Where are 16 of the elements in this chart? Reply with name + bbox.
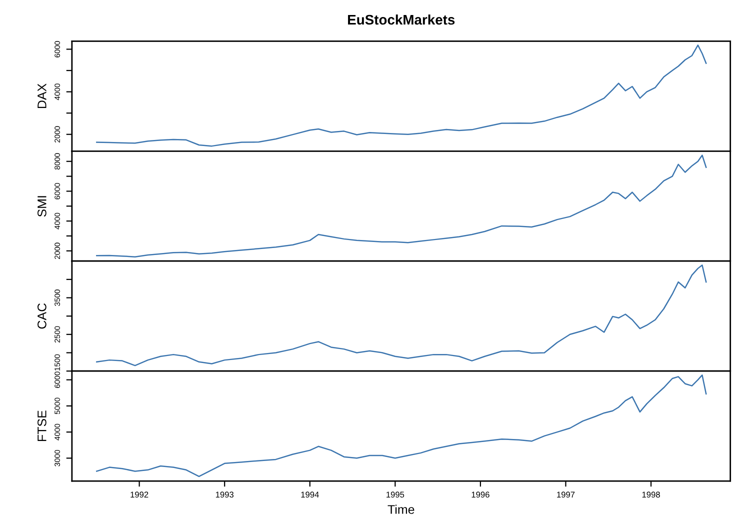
y-axis-title: SMI	[38, 196, 46, 217]
y-axis-title: DAX	[38, 84, 46, 108]
line-series	[96, 154, 707, 258]
x-tick-label: 1992	[130, 492, 148, 498]
chart-title: EuStockMarkets	[348, 14, 455, 25]
y-axis-title: FTSE	[38, 410, 46, 441]
y-axis-title: CAC	[38, 303, 46, 329]
x-tick-label: 1996	[472, 492, 490, 498]
x-tick-label: 1995	[386, 492, 404, 498]
line-series	[96, 44, 707, 147]
x-tick-label: 1994	[301, 492, 319, 498]
x-axis-title: Time	[388, 504, 414, 514]
x-tick-label: 1993	[216, 492, 234, 498]
line-series	[96, 374, 707, 478]
x-tick-label: 1998	[642, 492, 660, 498]
x-tick-label: 1997	[557, 492, 575, 498]
